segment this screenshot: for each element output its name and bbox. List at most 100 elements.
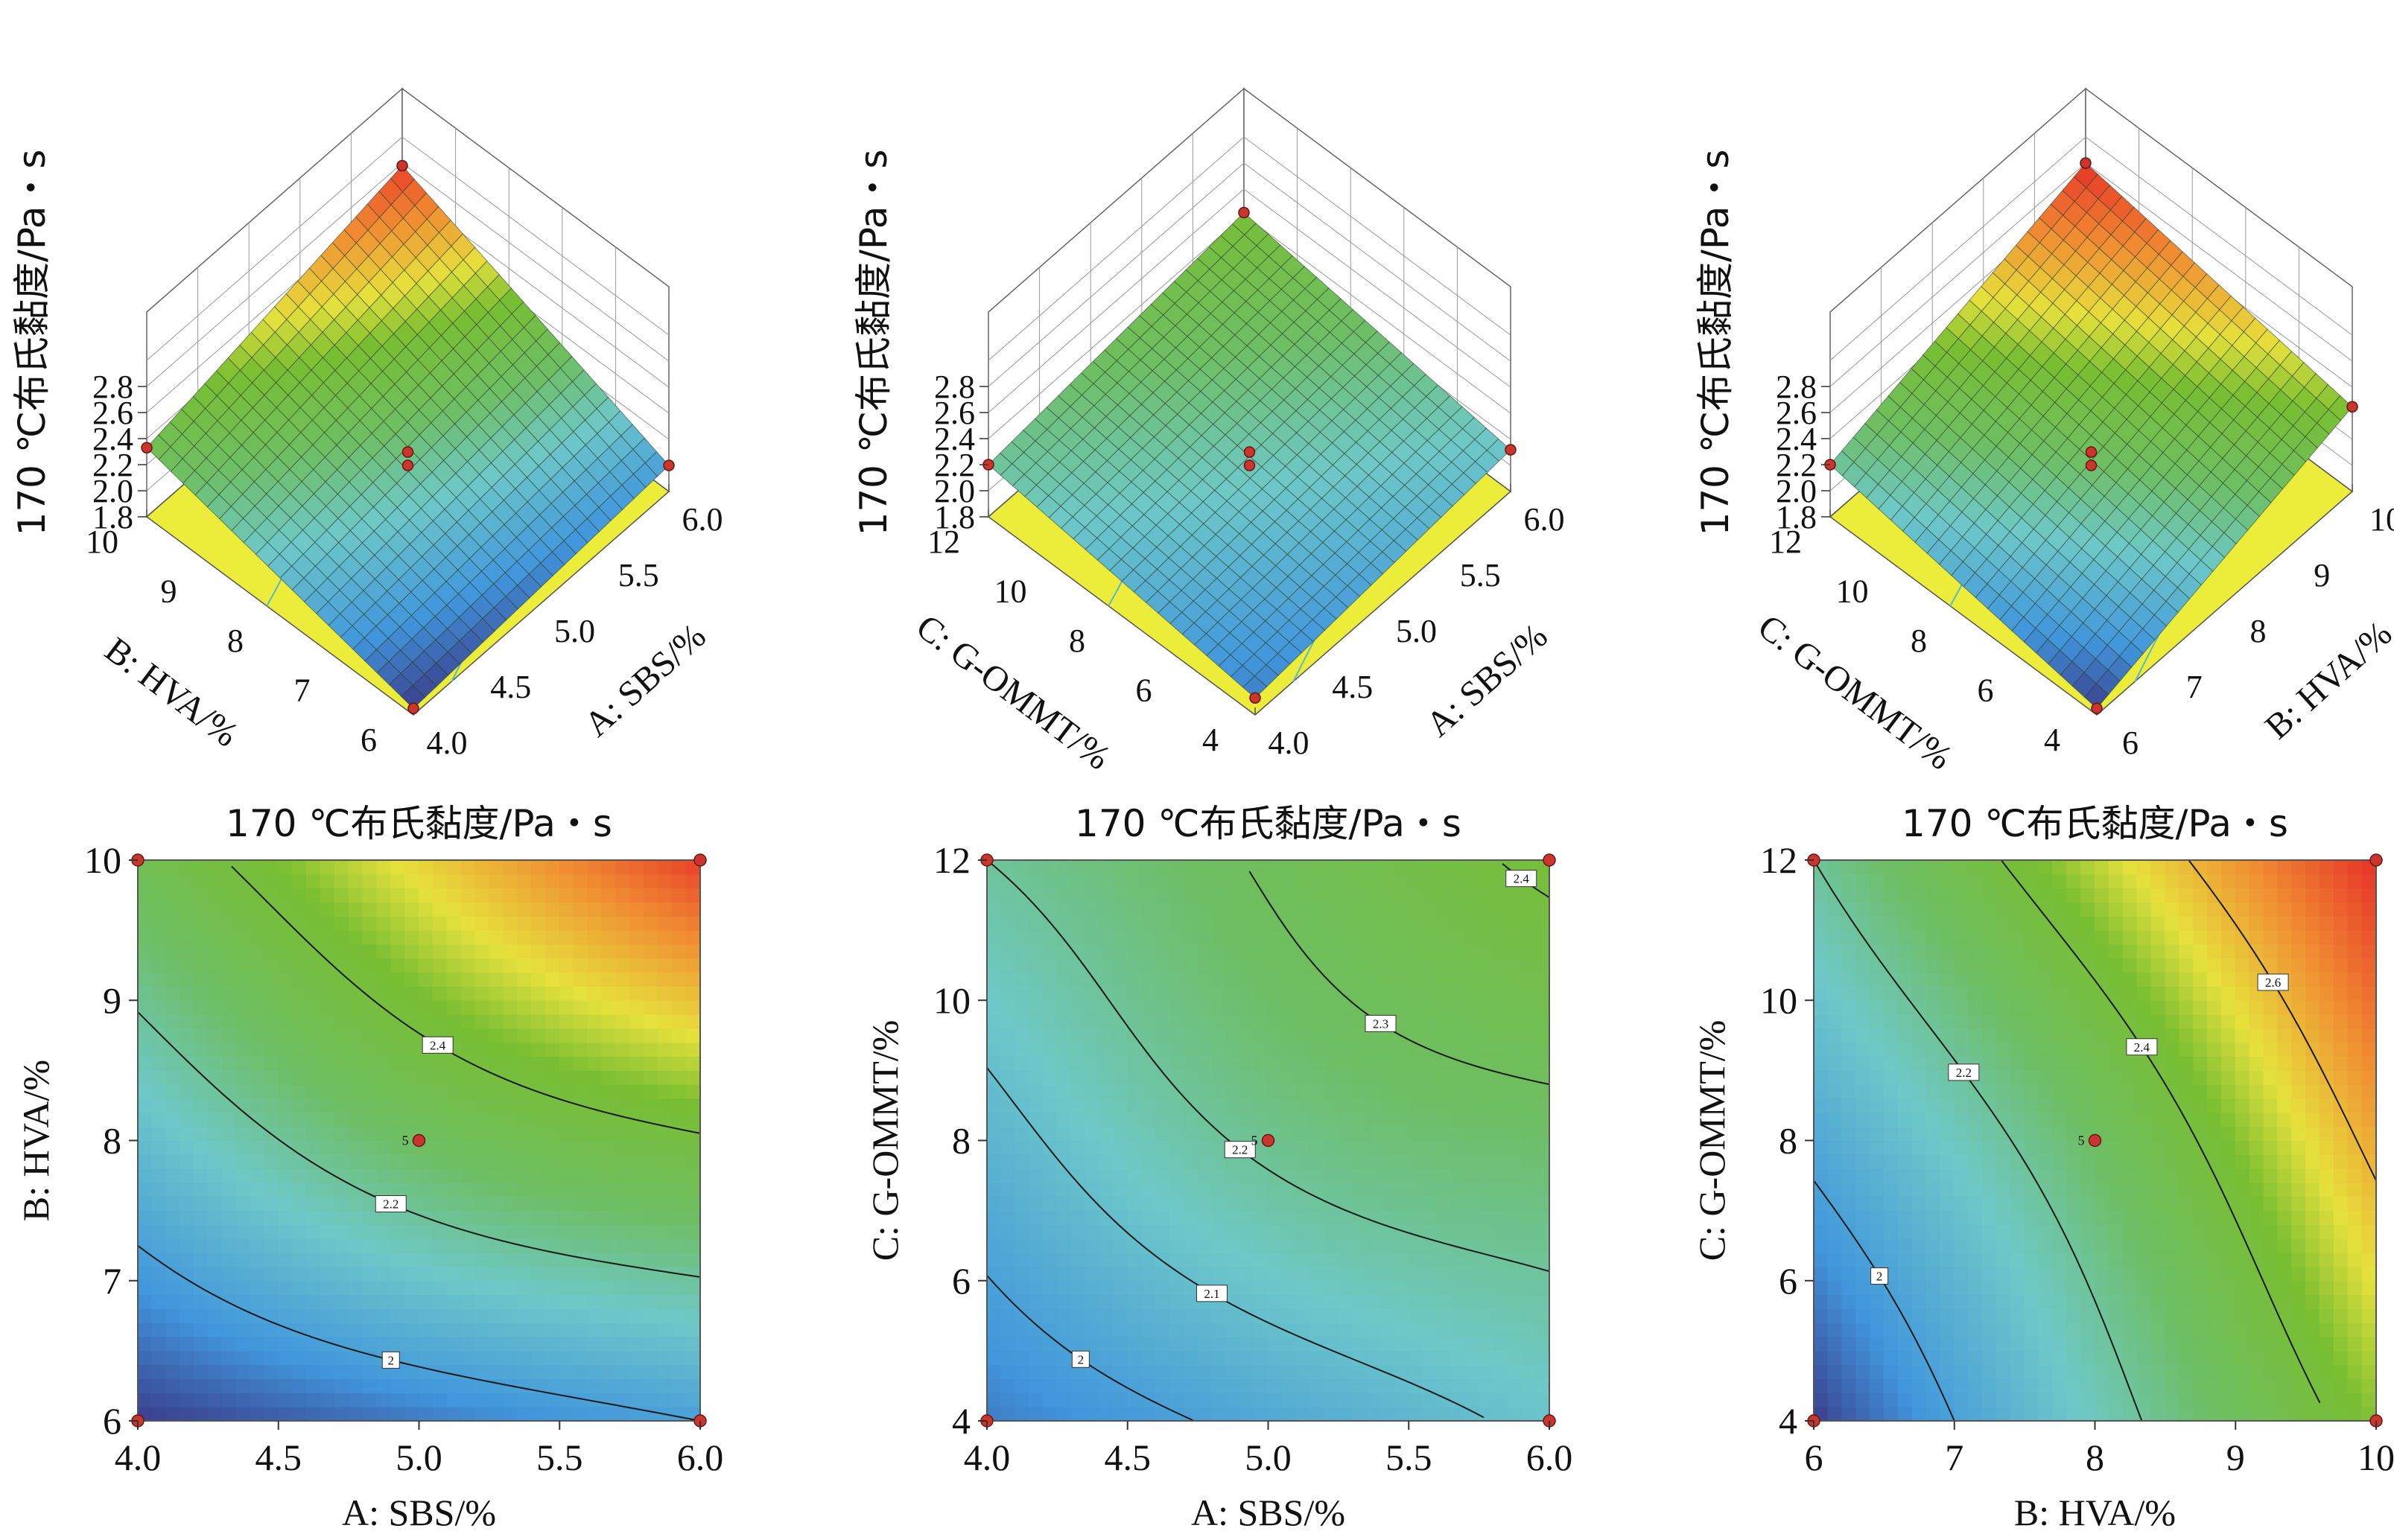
heat-cell: [587, 1378, 603, 1393]
heat-cell: [1211, 1406, 1227, 1421]
heat-cell: [1085, 1154, 1100, 1169]
heat-cell: [489, 860, 504, 875]
heat-cell: [1043, 1182, 1058, 1197]
heat-cell: [1394, 944, 1409, 959]
heat-cell: [334, 1350, 349, 1366]
heat-cell: [615, 915, 631, 931]
heat-cell: [629, 1392, 644, 1407]
heat-cell: [165, 1406, 181, 1421]
heat-cell: [657, 1322, 673, 1337]
y-axis-label: B: HVA/%: [15, 1060, 57, 1221]
heat-cell: [1169, 929, 1184, 945]
wall-gridline: [988, 162, 1511, 387]
heat-cell: [320, 874, 335, 889]
heat-cell: [1380, 874, 1395, 889]
y-factor-tick: 8: [1069, 623, 1085, 659]
heat-cell: [1183, 915, 1198, 931]
heat-cell: [1268, 1028, 1283, 1043]
heat-cell: [1197, 1196, 1213, 1212]
heat-cell: [306, 1350, 321, 1366]
heat-cell: [165, 888, 181, 903]
heat-cell: [1239, 1252, 1255, 1267]
heat-cell: [1324, 1378, 1339, 1393]
heat-cell: [250, 888, 265, 903]
heat-cell: [644, 1392, 658, 1407]
heat-cell: [348, 1140, 363, 1155]
heat-cell: [151, 1238, 167, 1253]
heat-cell: [235, 1126, 251, 1141]
design-point: [396, 159, 408, 172]
heat-cell: [1043, 985, 1058, 1001]
heat-cell: [1155, 1308, 1170, 1323]
heat-cell: [1211, 860, 1227, 875]
heat-cell: [685, 1154, 700, 1169]
heat-cell: [460, 1210, 476, 1225]
heat-cell: [1099, 929, 1114, 945]
heat-cell: [671, 1224, 687, 1239]
heat-cell: [1422, 1308, 1438, 1323]
heat-cell: [1479, 1126, 1493, 1141]
heat-cell: [1141, 1042, 1156, 1057]
heat-cell: [559, 929, 574, 945]
heat-cell: [987, 1252, 1002, 1267]
heat-cell: [587, 915, 603, 931]
heat-cell: [138, 972, 153, 987]
heat-cell: [657, 1056, 673, 1071]
heat-cell: [165, 1112, 181, 1127]
heat-cell: [1169, 1112, 1184, 1127]
surface-cell: [2084, 683, 2109, 709]
heat-cell: [517, 860, 532, 875]
heat-cell: [1352, 1364, 1368, 1380]
heat-cell: [1056, 901, 1072, 917]
heat-cell: [292, 888, 307, 903]
heat-cell: [489, 901, 504, 917]
heat-cell: [1436, 944, 1452, 959]
heat-cell: [559, 915, 574, 931]
heat-cell: [615, 860, 631, 875]
heat-cell: [1169, 1056, 1184, 1071]
heat-cell: [573, 860, 588, 875]
heat-cell: [278, 1392, 293, 1407]
heat-cell: [671, 1056, 687, 1071]
heat-cell: [1070, 1084, 1086, 1099]
heat-cell: [657, 1084, 673, 1099]
heat-cell: [1268, 1252, 1283, 1267]
heat-cell: [1085, 1126, 1100, 1141]
heat-cell: [503, 1126, 518, 1141]
heat-cell: [348, 1266, 363, 1282]
heat-cell: [194, 1210, 209, 1225]
heat-cell: [1029, 1140, 1044, 1155]
heat-cell: [474, 1098, 490, 1113]
heat-cell: [1493, 1238, 1508, 1253]
heat-cell: [180, 915, 194, 931]
heat-cell: [601, 1056, 617, 1071]
heat-cell: [1000, 1238, 1016, 1253]
heat-cell: [1352, 1336, 1368, 1352]
heat-cell: [1464, 1098, 1480, 1113]
z-tick-label: 2.6: [1776, 395, 1817, 431]
heat-cell: [615, 1182, 631, 1197]
heat-cell: [207, 1210, 223, 1225]
heat-cell: [1380, 1168, 1395, 1183]
heat-cell: [151, 999, 167, 1015]
heat-cell: [601, 944, 617, 959]
y-factor-tick: 12: [1769, 524, 1802, 560]
y-factor-label: C: G-OMMT/%: [909, 607, 1117, 777]
heat-cell: [138, 1252, 153, 1267]
heat-cell: [1225, 1378, 1241, 1393]
heat-cell: [221, 1126, 237, 1141]
heat-cell: [573, 1014, 588, 1029]
heat-cell: [629, 1196, 644, 1212]
heat-cell: [544, 1210, 560, 1225]
heat-cell: [1155, 999, 1170, 1015]
heat-cell: [629, 1168, 644, 1183]
heat-cell: [573, 1406, 588, 1421]
heat-cell: [419, 929, 434, 945]
heat-cell: [1070, 1154, 1086, 1169]
heat-cell: [180, 1210, 194, 1225]
heat-cell: [306, 860, 321, 875]
heat-cell: [1422, 1112, 1438, 1127]
